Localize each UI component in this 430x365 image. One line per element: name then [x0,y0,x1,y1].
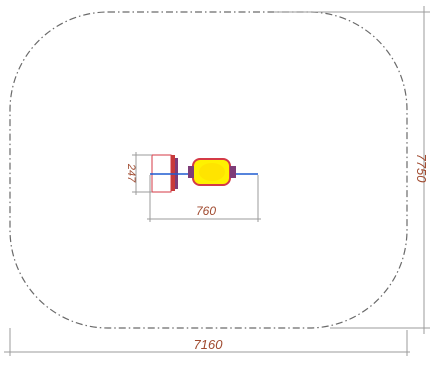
equipment-width-label: 760 [196,204,216,218]
seat-handle-right [230,166,236,178]
safety-zone-outline [9,11,408,329]
overall-height-label: 7750 [414,154,429,184]
equipment-height-label: 247 [125,163,137,183]
overall-width-label: 7160 [194,337,224,352]
seat-handle-left [188,166,194,178]
post-left [171,155,175,191]
seat-center [199,163,225,181]
